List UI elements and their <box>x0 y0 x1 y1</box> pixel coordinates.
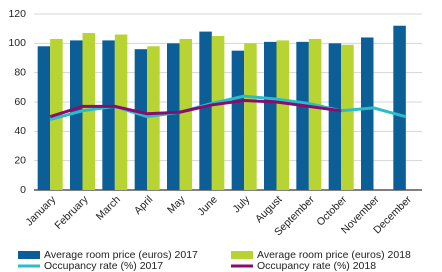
legend-label: Occupancy rate (%) 2018 <box>257 260 376 272</box>
bar <box>167 43 180 191</box>
x-tick-label: March <box>94 193 123 222</box>
y-tick-label: 120 <box>8 8 26 20</box>
y-tick-label: 60 <box>14 96 26 108</box>
y-tick-label: 0 <box>20 184 26 196</box>
bar <box>328 43 342 191</box>
bar <box>37 46 51 191</box>
bar <box>264 41 277 190</box>
bar <box>276 40 289 191</box>
legend-label: Average room price (euros) 2018 <box>257 249 411 261</box>
bar <box>361 37 374 190</box>
y-tick-label: 80 <box>14 66 26 78</box>
legend-swatch <box>231 251 253 259</box>
legend-swatch <box>18 251 40 259</box>
x-tick-label: July <box>231 193 253 215</box>
x-tick-label: June <box>195 193 220 218</box>
bar <box>114 34 128 191</box>
bar <box>134 49 148 191</box>
y-tick-label: 20 <box>14 154 26 166</box>
bar <box>179 38 192 190</box>
x-tick-label: May <box>165 193 188 216</box>
legend-label: Occupancy rate (%) 2017 <box>44 260 163 272</box>
bar <box>296 41 309 190</box>
bar <box>82 33 95 190</box>
bar <box>393 25 406 190</box>
x-tick-label: August <box>253 194 285 226</box>
bar <box>199 31 212 190</box>
y-tick-label: 40 <box>14 125 26 137</box>
y-tick-label: 100 <box>8 37 26 49</box>
bar <box>231 50 245 190</box>
bar <box>70 40 83 191</box>
line <box>49 99 342 119</box>
bar <box>244 43 257 191</box>
x-tick-label: February <box>52 193 91 232</box>
x-tick-label: April <box>132 194 155 217</box>
bar <box>211 36 225 190</box>
legend-label: Average room price (euros) 2017 <box>44 249 198 261</box>
bar <box>308 38 322 190</box>
bar <box>147 46 160 191</box>
bar <box>102 40 115 191</box>
bar <box>341 44 354 190</box>
